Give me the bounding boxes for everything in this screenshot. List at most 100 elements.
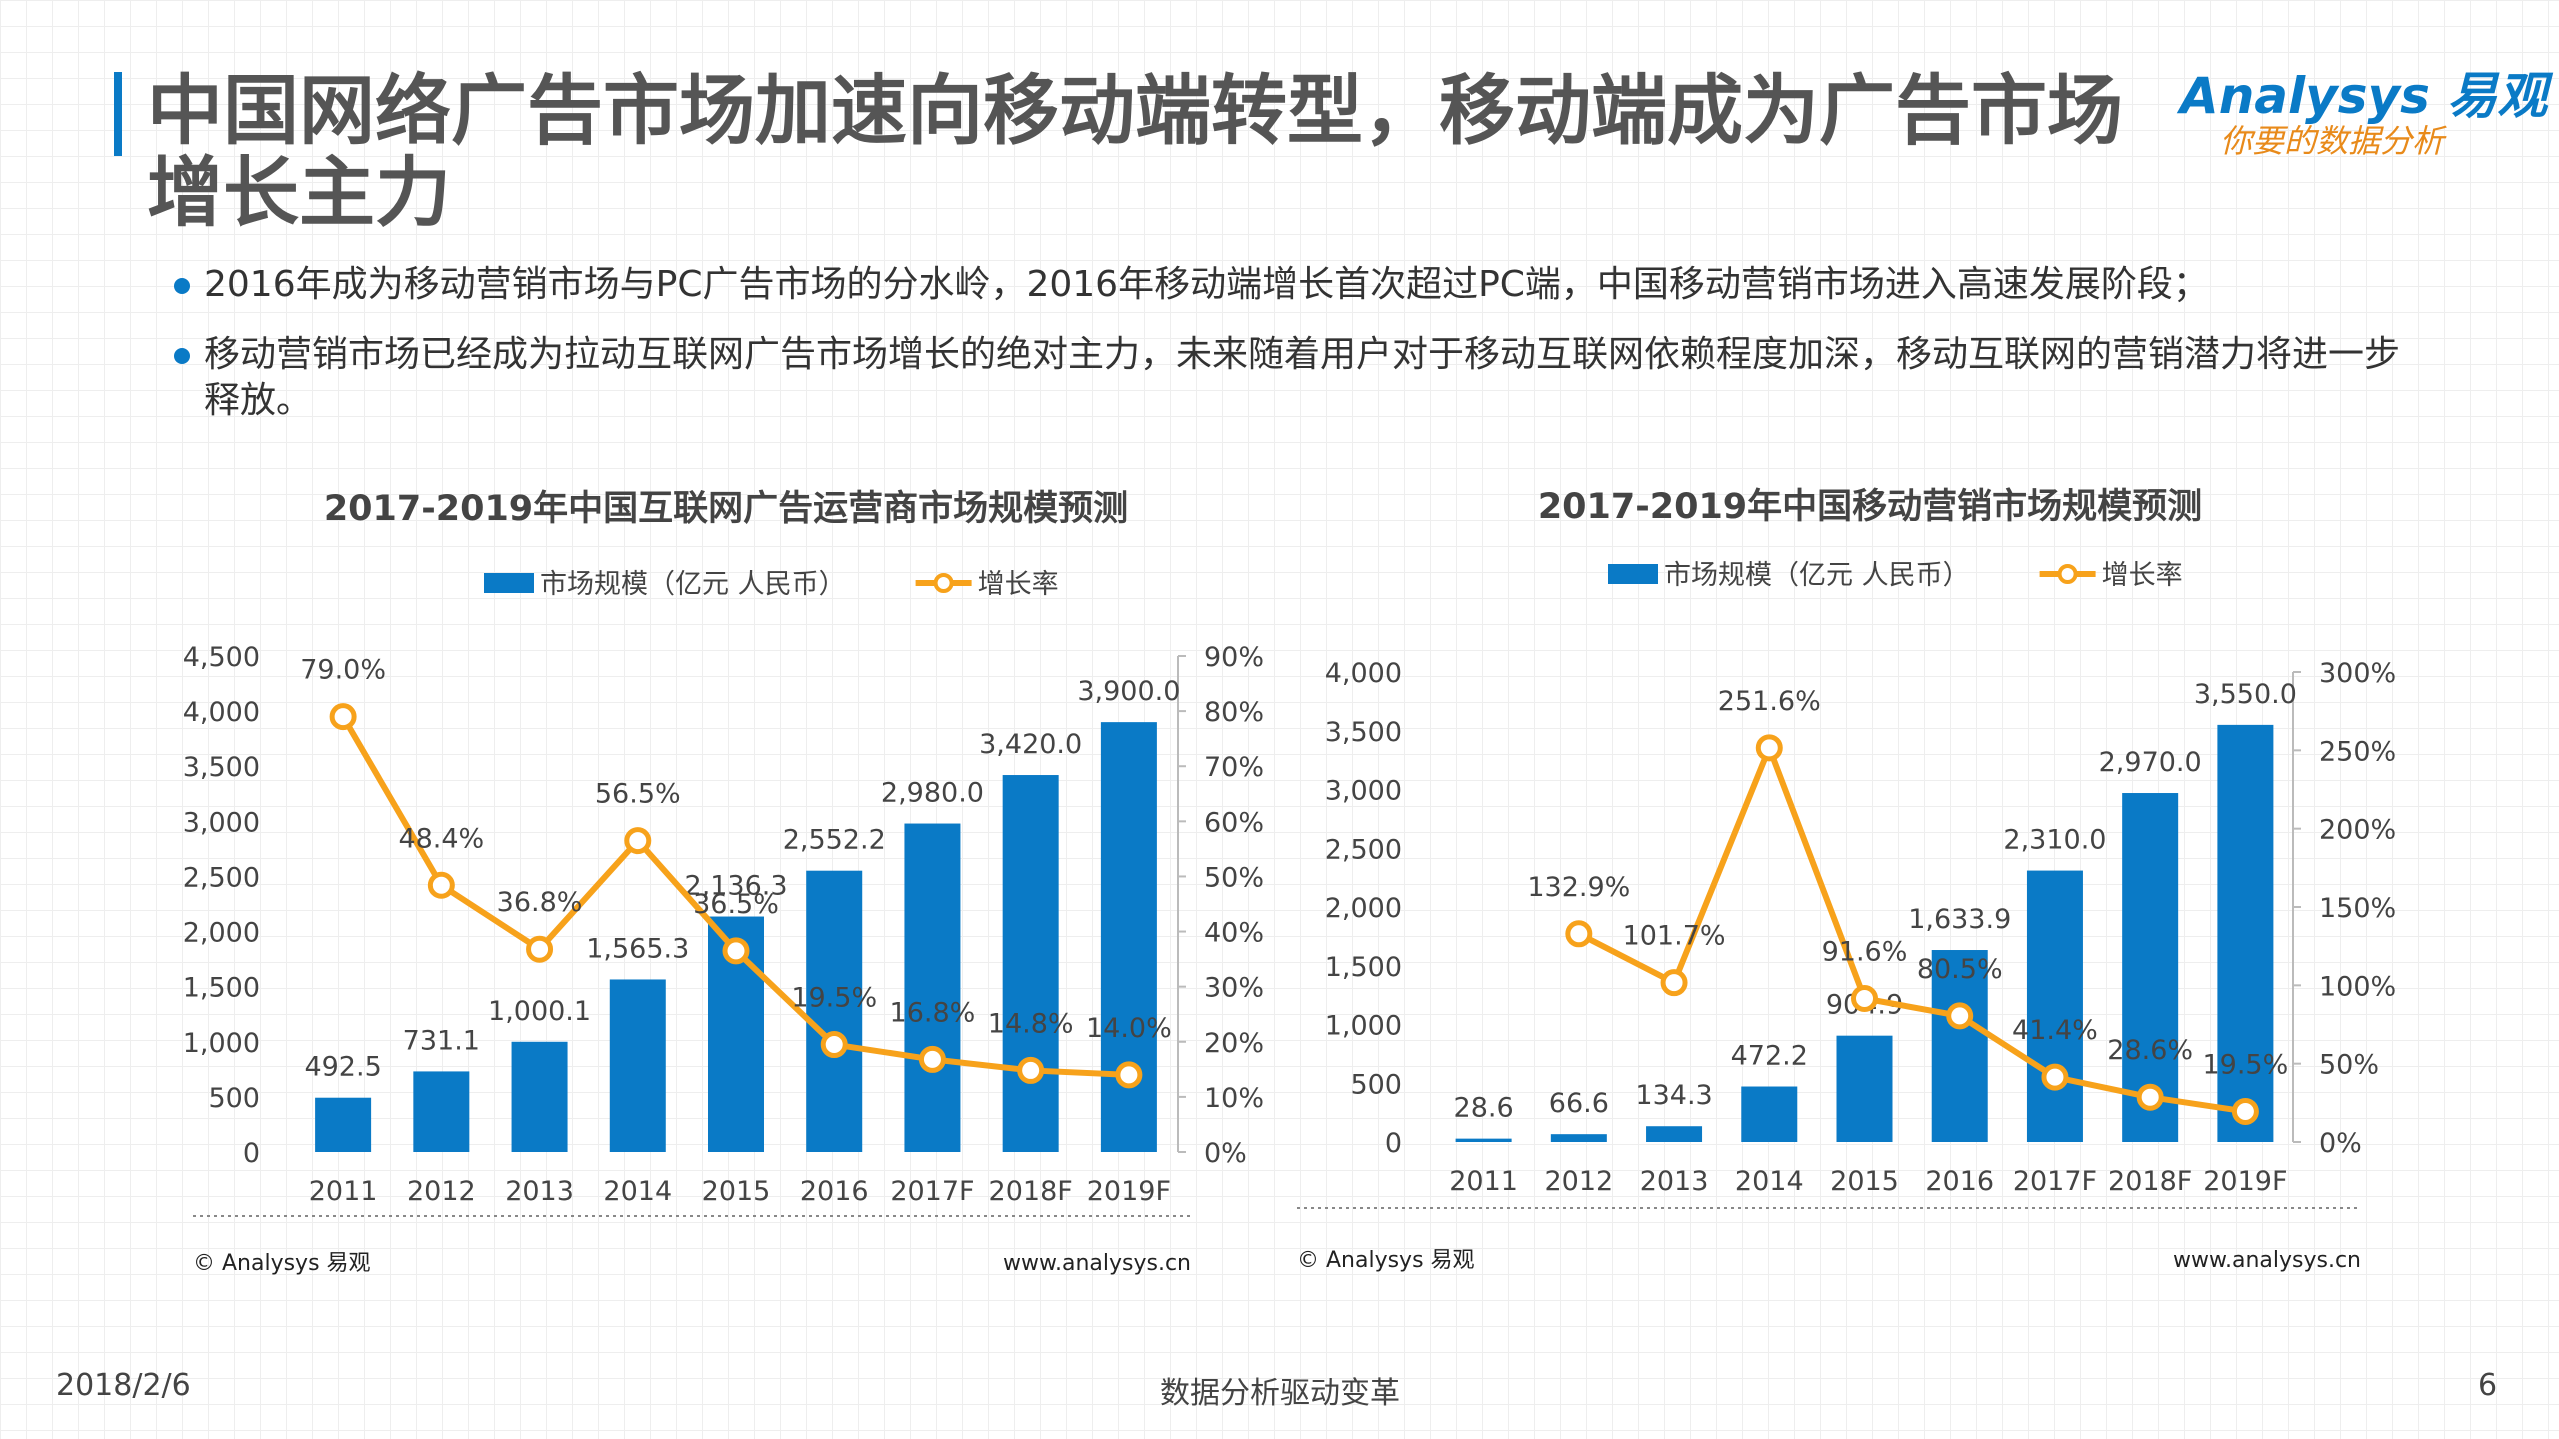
x-tick-label: 2015	[702, 1176, 771, 1207]
bullet-dot	[174, 348, 190, 364]
bar-value-label: 472.2	[1731, 1041, 1808, 1072]
y2-tick-label: 10%	[1204, 1083, 1264, 1114]
bar	[511, 1041, 568, 1152]
bullet-dot	[174, 278, 190, 294]
line-value-label: 79.0%	[300, 655, 386, 686]
y-tick-label: 2,500	[1325, 834, 1402, 865]
y-tick-label: 0	[1385, 1128, 1402, 1159]
y-tick-label: 1,500	[1325, 952, 1402, 983]
legend-label: 市场规模（亿元 人民币）	[540, 569, 846, 600]
y-tick-label: 1,500	[183, 973, 260, 1004]
website: www.analysys.cn	[2173, 1248, 2361, 1273]
line-marker	[427, 871, 455, 899]
line-value-label: 56.5%	[595, 779, 681, 810]
footer-date: 2018/2/6	[56, 1368, 191, 1403]
line-marker	[624, 827, 652, 855]
line-marker	[2136, 1083, 2164, 1111]
bar	[609, 979, 666, 1152]
line-marker	[722, 937, 750, 965]
y-tick-label: 4,000	[1325, 658, 1402, 689]
y2-tick-label: 20%	[1204, 1028, 1264, 1059]
y2-tick-label: 150%	[2319, 893, 2396, 924]
bar	[1931, 950, 1988, 1142]
y-tick-label: 4,000	[183, 697, 260, 728]
line-marker	[820, 1031, 848, 1059]
chart-title: 2017-2019年中国移动营销市场规模预测	[1538, 487, 2202, 527]
legend-label: 市场规模（亿元 人民币）	[1664, 560, 1970, 591]
line-value-label: 28.6%	[2107, 1035, 2193, 1066]
bar-value-label: 3,550.0	[2194, 679, 2297, 710]
source: © Analysys 易观	[1297, 1248, 1475, 1273]
bar-value-label: 1,633.9	[1908, 904, 2011, 935]
y-tick-label: 3,000	[183, 807, 260, 838]
y-tick-label: 2,000	[183, 918, 260, 949]
x-tick-label: 2011	[1449, 1166, 1518, 1197]
y2-tick-label: 300%	[2319, 658, 2396, 689]
line-value-label: 36.5%	[693, 889, 779, 920]
y2-tick-label: 50%	[2319, 1050, 2379, 1081]
y2-tick-label: 50%	[1204, 862, 1264, 893]
logo-slogan: 你要的数据分析	[2220, 122, 2445, 160]
legend-swatch	[1608, 564, 1658, 584]
footer-slogan: 数据分析驱动变革	[1160, 1376, 1400, 1411]
y2-tick-label: 90%	[1204, 642, 1264, 673]
line-marker	[2231, 1097, 2259, 1125]
legend-swatch	[484, 573, 534, 593]
bar-value-label: 2,980.0	[881, 778, 984, 809]
bar-value-label: 134.3	[1635, 1080, 1712, 1111]
legend-label: 增长率	[978, 569, 1059, 600]
bar-value-label: 1,565.3	[586, 933, 689, 964]
line-marker	[2041, 1063, 2069, 1091]
line-value-label: 14.0%	[1086, 1013, 1172, 1044]
line-marker	[1946, 1002, 1974, 1030]
legend-marker	[933, 573, 954, 593]
y-tick-label: 500	[1350, 1069, 1402, 1100]
x-tick-label: 2017F	[890, 1176, 974, 1207]
y2-tick-label: 70%	[1204, 752, 1264, 783]
bar-value-label: 731.1	[403, 1025, 480, 1056]
y-tick-label: 1,000	[1325, 1011, 1402, 1042]
bar	[1741, 1086, 1798, 1142]
x-tick-label: 2012	[407, 1176, 476, 1207]
source: © Analysys 易观	[193, 1251, 371, 1276]
bar-value-label: 28.6	[1454, 1093, 1514, 1124]
slide-title: 中国网络广告市场加速向移动端转型，移动端成为广告市场增长主力	[147, 66, 2123, 237]
bar	[413, 1071, 470, 1152]
bar-value-label: 2,136.3	[684, 871, 787, 902]
line-value-label: 19.5%	[2202, 1049, 2288, 1080]
bar	[1002, 775, 1059, 1152]
line-value-label: 48.4%	[398, 823, 484, 854]
title-accent	[114, 72, 122, 156]
y2-tick-label: 60%	[1204, 807, 1264, 838]
y-tick-label: 4,500	[183, 642, 260, 673]
x-tick-label: 2011	[309, 1176, 378, 1207]
line-value-label: 41.4%	[2012, 1015, 2098, 1046]
line-marker	[1660, 969, 1688, 997]
x-tick-label: 2013	[1640, 1166, 1709, 1197]
bar-value-label: 1,000.1	[488, 996, 591, 1027]
line-marker	[1755, 734, 1783, 762]
line-value-label: 91.6%	[1822, 936, 1908, 967]
bar	[1455, 1138, 1512, 1142]
line	[1577, 744, 2246, 1115]
bar	[1836, 1035, 1893, 1142]
bar	[806, 870, 863, 1152]
bar-value-label: 2,552.2	[783, 825, 886, 856]
bar-value-label: 3,900.0	[1077, 676, 1180, 707]
legend-label: 增长率	[2102, 560, 2183, 591]
bar-value-label: 2,970.0	[2099, 747, 2202, 778]
x-tick-label: 2012	[1544, 1166, 1613, 1197]
bar	[315, 1097, 372, 1152]
bar-value-label: 492.5	[304, 1052, 381, 1083]
chart-title: 2017-2019年中国互联网广告运营商市场规模预测	[324, 489, 1128, 529]
line-value-label: 251.6%	[1718, 686, 1821, 717]
line-marker	[526, 935, 554, 963]
x-tick-label: 2016	[800, 1176, 869, 1207]
y2-tick-label: 0%	[2319, 1128, 2362, 1159]
legend-marker	[2057, 564, 2078, 584]
y2-tick-label: 100%	[2319, 971, 2396, 1002]
website: www.analysys.cn	[1003, 1251, 1191, 1276]
x-tick-label: 2018F	[2108, 1166, 2192, 1197]
x-tick-label: 2016	[1925, 1166, 1994, 1197]
